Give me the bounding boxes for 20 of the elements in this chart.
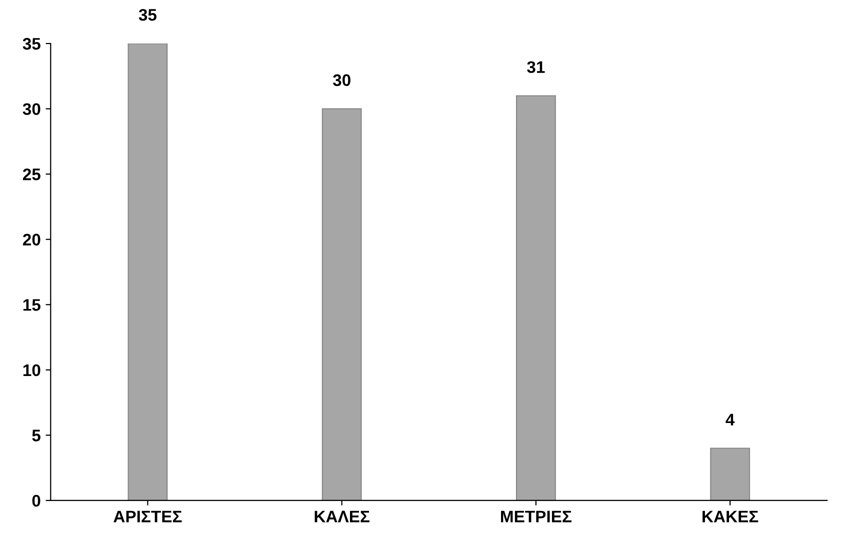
x-tick-label: ΚΑΚΕΣ: [702, 510, 758, 522]
y-tick-label: 25: [22, 168, 40, 180]
y-tick-label: 20: [22, 234, 40, 246]
x-tick-label: ΚΑΛΕΣ: [314, 510, 370, 522]
bar: [322, 108, 362, 500]
data-label: 4: [726, 414, 735, 426]
bar: [710, 448, 750, 500]
x-tick-label: ΑΡΙΣΤΕΣ: [114, 510, 182, 522]
y-tick-label: 30: [22, 103, 40, 116]
y-tick-label: 10: [23, 364, 40, 376]
y-tick-label: 15: [23, 299, 40, 311]
bar: [516, 95, 556, 500]
data-label: 31: [527, 61, 545, 74]
data-label: 30: [332, 74, 350, 86]
x-tick-label: ΜΕΤΡΙΕΣ: [501, 510, 572, 522]
bar: [128, 44, 168, 500]
y-tick-label: 35: [22, 38, 40, 50]
y-tick-label: 0: [32, 494, 40, 507]
y-tick-label: 5: [32, 430, 40, 442]
data-label: 35: [138, 8, 157, 21]
